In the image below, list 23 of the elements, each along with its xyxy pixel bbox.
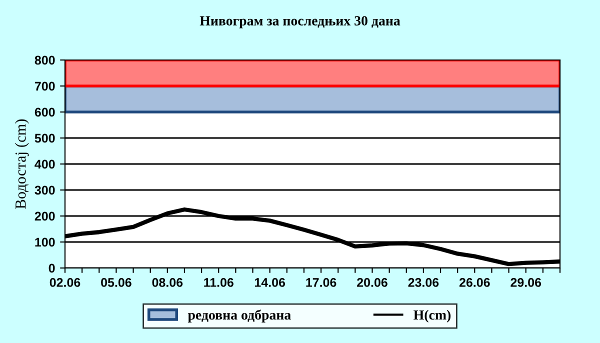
x-tick-label: 14.06 [254, 278, 286, 287]
y-axis-title: Водостај (cm) [15, 119, 29, 209]
legend-label: редовна одбрана [188, 310, 291, 322]
y-tick-label: 0 [48, 264, 55, 273]
x-tick-label: 29.06 [510, 278, 542, 287]
y-tick-label: 400 [34, 160, 55, 169]
y-tick-label: 800 [34, 56, 55, 65]
legend-label: H(cm) [414, 310, 451, 322]
y-tick-label: 100 [35, 238, 55, 247]
y-tick-label: 500 [34, 134, 55, 143]
x-tick-label: 08.06 [152, 278, 183, 287]
x-tick-label: 20.06 [357, 278, 388, 287]
x-tick-label: 02.06 [50, 278, 80, 287]
chart-title: Нивограм за последњих 30 дана [200, 16, 400, 28]
x-tick-label: 11.06 [204, 278, 234, 287]
y-tick-label: 700 [34, 82, 55, 91]
y-tick-label: 600 [34, 108, 55, 117]
x-tick-label: 23.06 [408, 278, 439, 287]
x-tick-label: 05.06 [101, 278, 132, 287]
y-tick-label: 200 [34, 212, 55, 221]
x-tick-label: 17.06 [306, 278, 336, 287]
y-tick-label: 300 [34, 186, 55, 195]
x-tick-label: 26.06 [459, 278, 490, 287]
